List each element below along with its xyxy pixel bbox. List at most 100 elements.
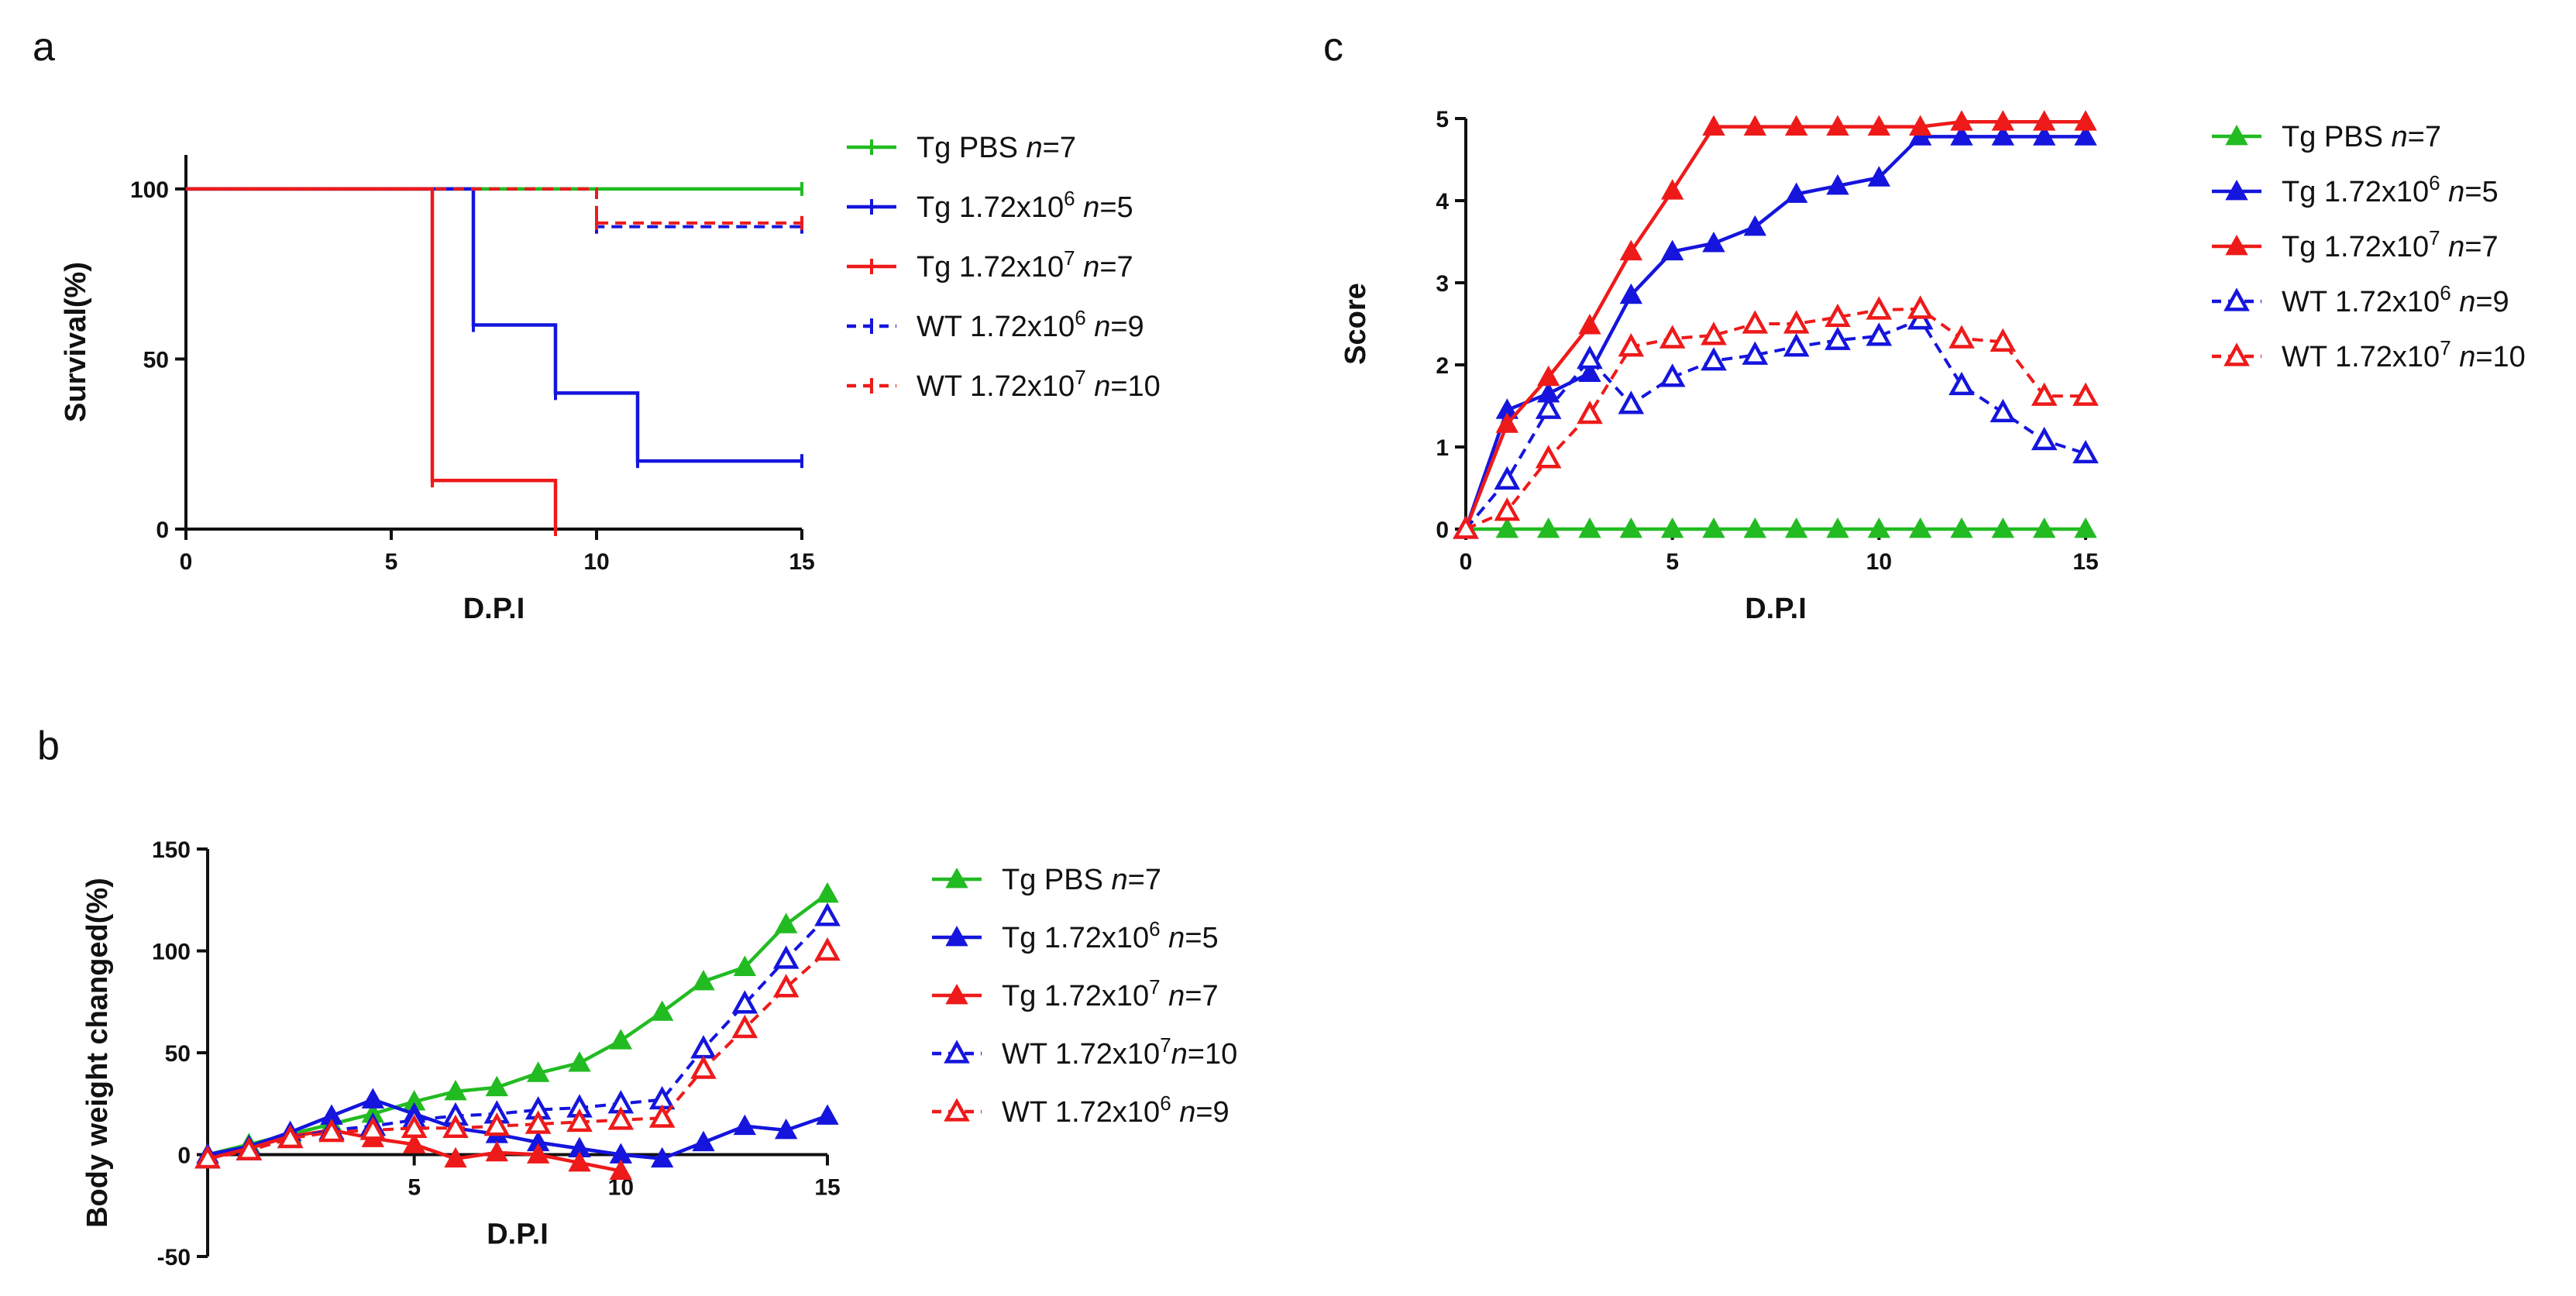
data-point: [2072, 382, 2099, 406]
y-axis-title: Survival(%): [60, 262, 92, 422]
data-point: [1784, 115, 1808, 136]
legend-label-n-value: =7: [1185, 980, 1218, 1012]
legend-label-space: [1086, 311, 1095, 343]
legend-label-base: WT 1.72x10: [1002, 1096, 1160, 1129]
legend-label-n-value: =7: [1128, 864, 1161, 896]
y-axis-title: Score: [1340, 283, 1372, 365]
data-point: [2032, 110, 2056, 131]
x-tick-label: 10: [1866, 549, 1892, 575]
data-point: [2074, 110, 2097, 131]
data-point: [1660, 239, 1684, 261]
legend-label-n-value: =7: [2408, 121, 2441, 153]
x-tick-label: 10: [583, 549, 609, 575]
legend-label-n-value: =5: [2464, 176, 2498, 208]
legend-item: Tg PBS n=7: [2212, 121, 2441, 153]
data-point: [194, 1145, 221, 1169]
series-tg-1-72x10-7-n-7: [1454, 110, 2097, 538]
legend-label: Tg PBS n=7: [1002, 864, 1161, 896]
y-tick-label: 1: [1436, 435, 1449, 461]
series-tg-1-72x10-6-n-5-line: [207, 1098, 828, 1161]
data-point: [731, 1014, 758, 1039]
series-tg-pbs-n-7-line: [207, 892, 829, 1157]
data-point: [1578, 361, 1601, 382]
data-point: [692, 1130, 715, 1152]
legend-label-n: n: [1168, 980, 1185, 1012]
legend-label: Tg 1.72x106 n=5: [1002, 917, 1219, 954]
legend-label-exponent: 6: [1160, 1091, 1171, 1115]
data-point: [1742, 310, 1769, 334]
data-point: [650, 1146, 674, 1168]
y-tick-label: 150: [152, 837, 191, 863]
x-tick-label: 5: [1666, 549, 1679, 575]
legend-item: Tg 1.72x106 n=5: [2212, 171, 2499, 208]
data-point: [1990, 398, 2017, 423]
legend-label-n: n: [1112, 864, 1128, 896]
legend-label: WT 1.72x107 n=10: [917, 366, 1161, 403]
data-point: [1702, 115, 1725, 136]
data-point: [1783, 333, 1810, 357]
data-point: [1535, 445, 1562, 469]
legend-label-base: Tg 1.72x10: [2282, 231, 2429, 263]
x-axis-title: D.P.I: [487, 1219, 549, 1251]
data-point: [1784, 182, 1808, 203]
legend-label-n-value: =7: [1099, 251, 1133, 284]
data-point: [1867, 115, 1891, 136]
legend-swatch-marker: [944, 1040, 970, 1064]
y-tick-label: 0: [177, 1143, 191, 1169]
legend-label: WT 1.72x107 n=10: [2282, 336, 2526, 373]
legend-label-space: [1075, 191, 1084, 224]
series-wt-1-72x10-7-n-10: [186, 187, 803, 230]
data-point: [1659, 363, 1686, 387]
data-point: [1948, 325, 1975, 349]
data-point: [609, 1029, 633, 1050]
legend-label-exponent: 7: [1160, 1033, 1171, 1057]
data-point: [609, 1159, 633, 1180]
data-point: [772, 945, 800, 969]
y-tick-label: 100: [130, 177, 169, 203]
panel-letter: c: [1323, 25, 1343, 70]
x-tick-label: 5: [408, 1175, 421, 1201]
legend-label-n: n: [1171, 1038, 1188, 1071]
data-point: [442, 1114, 469, 1138]
series-tg-1-72x10-6-n-5: [186, 187, 803, 469]
data-point: [1991, 125, 2015, 146]
data-point: [1494, 497, 1521, 521]
data-point: [2032, 517, 2056, 538]
data-point: [1950, 110, 1973, 131]
data-point: [402, 1133, 426, 1153]
legend-label-base: Tg PBS: [917, 132, 1027, 164]
data-point: [1660, 179, 1684, 200]
data-point: [566, 1108, 593, 1133]
data-point: [236, 1136, 263, 1160]
legend-label-n: n: [2459, 341, 2475, 373]
legend-item: WT 1.72x107 n=10: [847, 366, 1161, 403]
series-wt-1-72x10-6-n-9: [194, 937, 841, 1169]
data-point: [277, 1124, 304, 1149]
legend-item: WT 1.72x106 n=9: [2212, 281, 2509, 318]
data-point: [1619, 239, 1643, 261]
data-point: [1867, 166, 1891, 187]
data-point: [731, 990, 758, 1014]
legend-swatch-marker: [2223, 342, 2250, 366]
legend-item: WT 1.72x107 n=10: [2212, 336, 2526, 373]
legend-label-exponent: 6: [2429, 171, 2440, 194]
legend-label-space: [1075, 251, 1084, 284]
legend-label-exponent: 7: [1075, 366, 1085, 389]
y-tick-label: 100: [152, 940, 191, 965]
legend-swatch-marker: [945, 925, 968, 947]
series-wt-1-72x10-6-n-9-line: [186, 187, 802, 229]
legend-swatch-marker: [2223, 287, 2250, 311]
legend-swatch-marker: [2225, 179, 2248, 201]
data-point: [524, 1110, 552, 1134]
data-point: [444, 1146, 467, 1168]
legend-label-n-value: =10: [2475, 341, 2525, 373]
data-point: [774, 913, 798, 933]
data-point: [2031, 426, 2058, 451]
legend-item: Tg PBS n=7: [932, 864, 1161, 896]
data-point: [607, 1106, 635, 1130]
x-tick-label: 15: [814, 1175, 840, 1201]
data-point: [1825, 303, 1851, 328]
series-wt-1-72x10-7-n-10-line: [207, 915, 829, 1160]
data-point: [733, 955, 757, 976]
